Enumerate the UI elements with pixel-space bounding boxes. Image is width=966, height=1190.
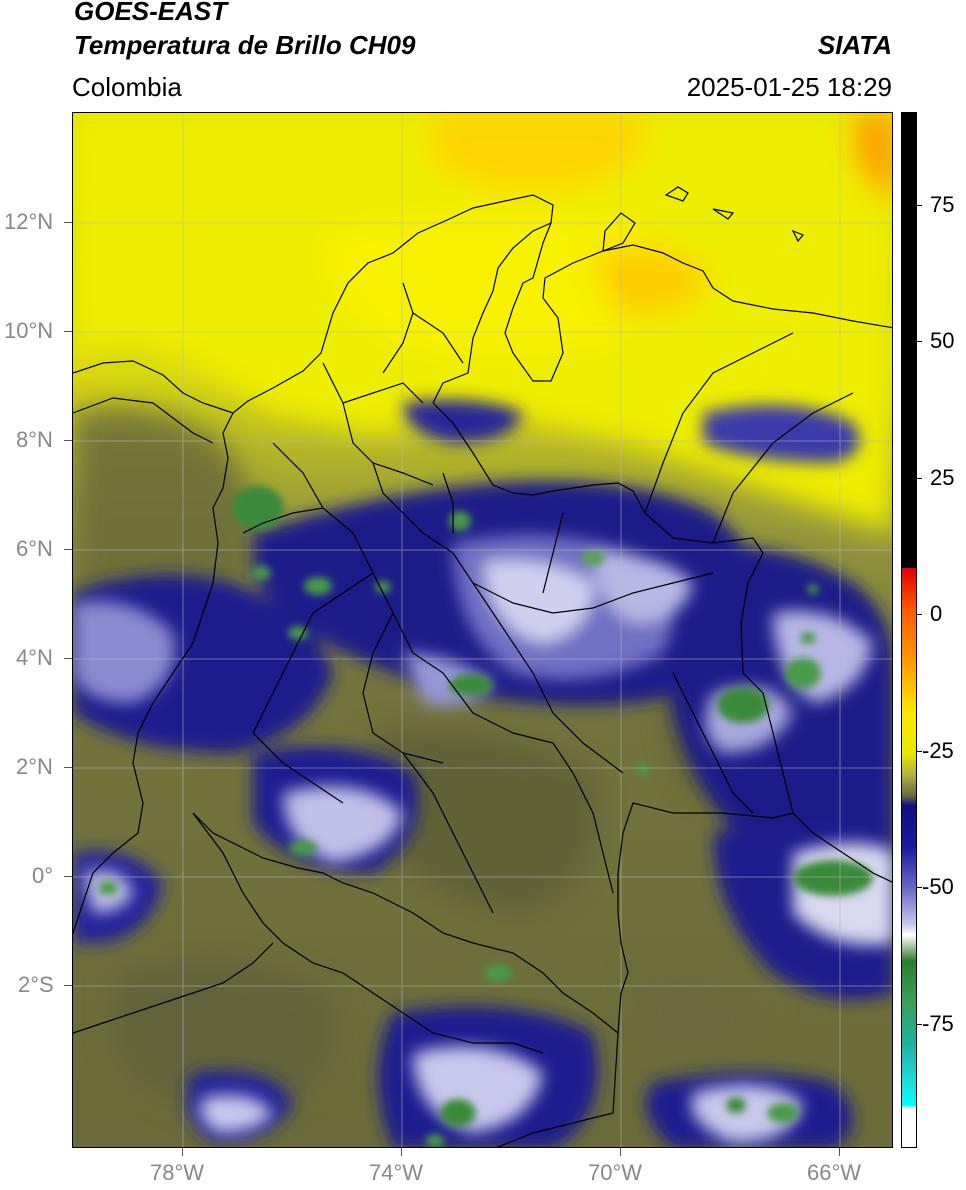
colorbar-label-50: 50 bbox=[930, 328, 955, 353]
lat-label-2s: 2°S bbox=[18, 972, 54, 997]
graticule bbox=[73, 113, 892, 1147]
colorbar bbox=[901, 112, 917, 1148]
lat-label-8n: 8°N bbox=[16, 427, 53, 452]
lat-label-4n: 4°N bbox=[16, 645, 53, 670]
lat-tick bbox=[64, 658, 72, 659]
olive-zone bbox=[73, 407, 813, 1115]
lat-label-0: 0° bbox=[32, 863, 54, 888]
datetime-label: 2025-01-25 18:29 bbox=[686, 72, 892, 102]
lat-tick bbox=[64, 331, 72, 332]
region-label: Colombia bbox=[72, 72, 182, 102]
satellite-title: GOES-EAST bbox=[74, 0, 228, 26]
satellite-map[interactable] bbox=[72, 112, 893, 1148]
lon-tick bbox=[620, 1148, 621, 1156]
colorbar-label-neg25: -25 bbox=[922, 738, 954, 763]
colorbar-tick bbox=[917, 478, 922, 479]
lon-label-66w: 66°W bbox=[807, 1160, 862, 1185]
cold-cores bbox=[98, 486, 873, 1147]
colorbar-tick bbox=[917, 751, 922, 752]
lon-tick bbox=[401, 1148, 402, 1156]
lon-label-78w: 78°W bbox=[150, 1160, 205, 1185]
colorbar-tick bbox=[917, 205, 922, 206]
lat-tick bbox=[64, 222, 72, 223]
lat-tick bbox=[64, 767, 72, 768]
colorbar-tick bbox=[917, 614, 922, 615]
political-borders bbox=[73, 186, 892, 1147]
colorbar-label-neg50: -50 bbox=[922, 874, 954, 899]
lat-tick bbox=[64, 549, 72, 550]
colorbar-tick bbox=[917, 341, 922, 342]
lat-tick bbox=[64, 876, 72, 877]
lat-tick bbox=[64, 985, 72, 986]
warm-dry-zone bbox=[73, 113, 892, 533]
source-label: SIATA bbox=[817, 30, 892, 60]
cloud-tops bbox=[73, 535, 892, 1143]
lon-label-74w: 74°W bbox=[369, 1160, 424, 1185]
lon-tick bbox=[839, 1148, 840, 1156]
lat-label-2n: 2°N bbox=[16, 754, 53, 779]
lat-label-10n: 10°N bbox=[4, 318, 54, 343]
map-image bbox=[73, 113, 892, 1147]
lat-label-6n: 6°N bbox=[16, 536, 53, 561]
lat-tick bbox=[64, 440, 72, 441]
lat-label-12n: 12°N bbox=[4, 209, 54, 234]
lon-tick bbox=[182, 1148, 183, 1156]
product-title: Temperatura de Brillo CH09 bbox=[74, 30, 416, 60]
colorbar-label-neg75: -75 bbox=[922, 1011, 954, 1036]
colorbar-tick bbox=[917, 1024, 922, 1025]
colorbar-label-0: 0 bbox=[930, 601, 943, 626]
colorbar-tick bbox=[917, 887, 922, 888]
lon-label-70w: 70°W bbox=[588, 1160, 643, 1185]
colorbar-label-75: 75 bbox=[930, 192, 955, 217]
colorbar-label-25: 25 bbox=[930, 465, 955, 490]
